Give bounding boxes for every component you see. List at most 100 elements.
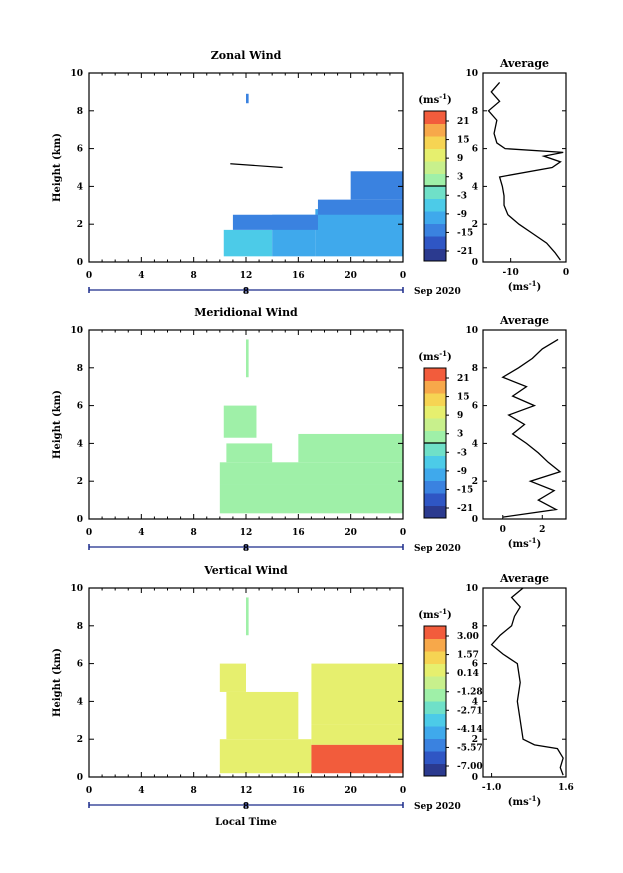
- profile-y-tick-label: 8: [472, 107, 478, 117]
- colorbar-tick-label: -15: [457, 228, 473, 238]
- profile-y-tick-label: 0: [472, 258, 478, 268]
- colorbar-swatch: [424, 443, 446, 456]
- contour-line: [230, 163, 283, 169]
- colorbar-swatch: [424, 468, 446, 481]
- heatmap-cell: [315, 209, 403, 257]
- heatmap-cell: [232, 214, 318, 230]
- heatmap-cell: [226, 443, 273, 463]
- colorbar-swatch: [424, 186, 446, 199]
- profile-x-tick-label: 1.6: [558, 783, 574, 793]
- heatmap-cell: [246, 93, 249, 104]
- heatmap-cell: [298, 433, 403, 463]
- x-tick-label: 12: [240, 786, 253, 796]
- heatmap-cell: [246, 339, 249, 378]
- x-tick-label: 20: [344, 528, 357, 538]
- profile-y-tick-label: 10: [465, 326, 478, 336]
- heatmap-cell: [223, 405, 257, 438]
- colorbar-tick-label: 21: [457, 374, 470, 384]
- profile-y-tick-label: 10: [465, 69, 478, 79]
- profile-x-label-close: ): [537, 539, 542, 550]
- profile-y-tick-label: 6: [472, 660, 478, 670]
- y-axis-label: Height (km): [52, 133, 63, 202]
- profile-y-tick-label: 4: [472, 182, 478, 192]
- colorbar-tick-label: 3: [457, 173, 463, 183]
- colorbar-tick-label: 9: [457, 411, 463, 421]
- profile-frame: [482, 72, 567, 263]
- profile-x-tick-label: 0: [500, 525, 506, 535]
- y-tick-label: 8: [77, 622, 83, 632]
- date-suffix: Sep 2020: [414, 802, 461, 812]
- colorbar-swatch: [424, 393, 446, 406]
- colorbar-unit-exp: -1: [439, 349, 447, 358]
- heatmap-cell: [219, 739, 312, 774]
- colorbar-tick-label: -15: [457, 485, 473, 495]
- colorbar-unit-close: ): [447, 352, 452, 363]
- x-tick-label: 16: [292, 528, 305, 538]
- colorbar-unit-base: (ms: [418, 95, 439, 106]
- colorbar-swatch: [424, 136, 446, 149]
- colorbar-swatch: [424, 676, 446, 689]
- chart-title: Vertical Wind: [203, 564, 288, 577]
- colorbar-tick-label: -5.57: [457, 743, 483, 753]
- colorbar-swatch: [424, 418, 446, 431]
- colorbar-swatch: [424, 211, 446, 224]
- y-tick-label: 10: [70, 69, 83, 79]
- heatmap-cell: [219, 663, 246, 692]
- profile-line: [487, 82, 564, 261]
- profile-y-tick-label: 2: [472, 477, 478, 487]
- colorbar-tick-label: -7.00: [457, 762, 483, 772]
- profile-frame: [482, 329, 567, 520]
- profile-x-label: (ms-1): [508, 536, 541, 550]
- x-tick-label: 4: [138, 786, 144, 796]
- chart-title: Meridional Wind: [194, 306, 298, 319]
- y-tick-label: 2: [77, 220, 83, 230]
- y-tick-label: 4: [77, 182, 83, 192]
- colorbar-swatch: [424, 763, 446, 777]
- colorbar-tick-label: -3: [457, 448, 467, 458]
- y-tick-label: 0: [77, 773, 83, 783]
- profile-x-label-exp: -1: [529, 536, 537, 545]
- colorbar-tick-label: -1.28: [457, 688, 483, 698]
- profile-y-tick-label: 0: [472, 773, 478, 783]
- profile-x-tick-label: 2: [539, 525, 545, 535]
- x-tick-label: 0: [86, 528, 92, 538]
- x-tick-label: 0: [400, 271, 406, 281]
- profile-x-label-exp: -1: [529, 279, 537, 288]
- profile-x-tick-label: 0: [563, 268, 569, 278]
- profile-y-tick-label: 4: [472, 439, 478, 449]
- colorbar-swatch: [424, 638, 446, 652]
- heatmap-cell: [311, 744, 403, 774]
- colorbar-tick-label: -3: [457, 191, 467, 201]
- colorbar-unit-exp: -1: [439, 92, 447, 101]
- colorbar-swatch: [424, 663, 446, 677]
- colorbar-swatch: [424, 626, 446, 639]
- profile-x-tick-label: -1.0: [482, 783, 501, 793]
- colorbar-unit-exp: -1: [439, 607, 447, 616]
- colorbar-unit: (ms-1): [418, 349, 451, 363]
- colorbar-tick-label: 0.14: [457, 669, 479, 679]
- heatmap-cell: [311, 724, 403, 745]
- profile-frame: [482, 587, 567, 778]
- colorbar-unit-close: ): [447, 610, 452, 621]
- profile-x-label-base: (ms: [508, 539, 529, 550]
- heatmap-cell: [226, 691, 299, 740]
- colorbar-swatch: [424, 480, 446, 494]
- x-tick-label: 0: [86, 271, 92, 281]
- profile-y-tick-label: 8: [472, 364, 478, 374]
- x-tick-label: 8: [191, 528, 197, 538]
- colorbar-unit-base: (ms: [418, 352, 439, 363]
- x-tick-label: 8: [191, 786, 197, 796]
- x-tick-label: 8: [191, 271, 197, 281]
- x-tick-label: 12: [240, 528, 253, 538]
- colorbar-swatch: [424, 455, 446, 469]
- heatmap-cell: [219, 484, 403, 514]
- colorbar-swatch: [424, 198, 446, 212]
- y-tick-label: 8: [77, 107, 83, 117]
- y-tick-label: 2: [77, 477, 83, 487]
- y-tick-label: 8: [77, 364, 83, 374]
- chart-title: Zonal Wind: [211, 49, 282, 62]
- colorbar-swatch: [424, 368, 446, 381]
